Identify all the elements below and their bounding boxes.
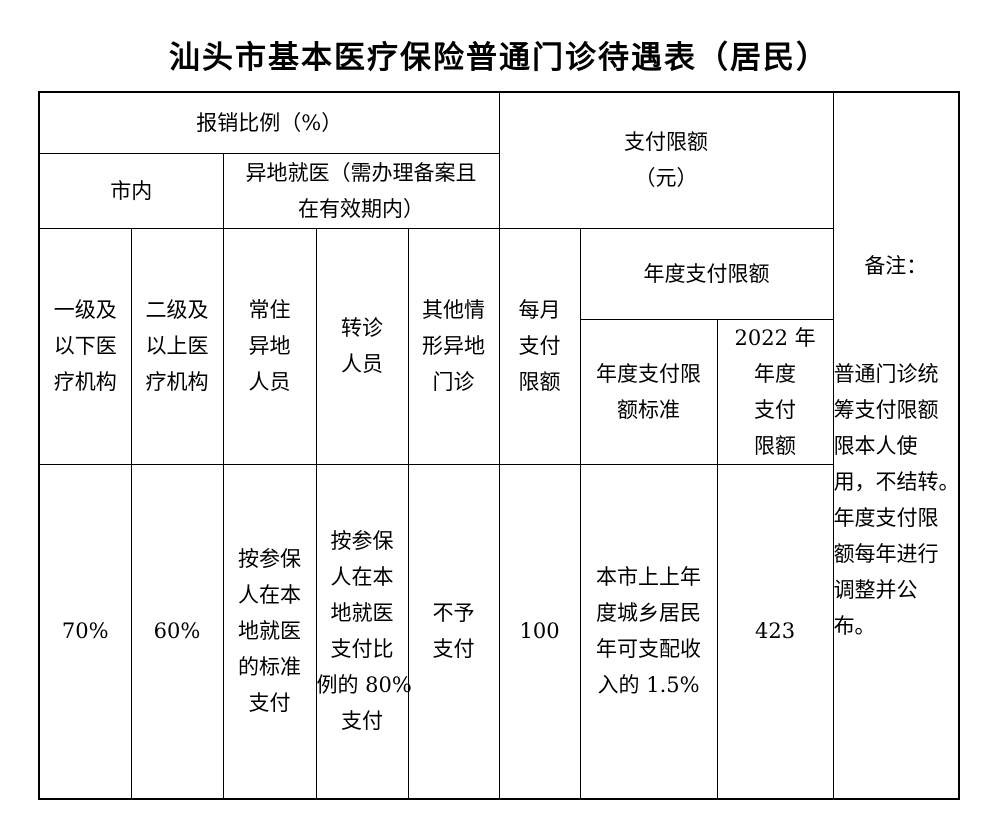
cell-other-cases-policy: 不予 支付 xyxy=(407,463,500,800)
header-level1-institution: 一级及 以下医 疗机构 xyxy=(38,227,132,465)
cell-level1-ratio: 70% xyxy=(38,463,132,800)
header-reimbursement-ratio: 报销比例（%） xyxy=(38,91,500,154)
cell-level2-ratio: 60% xyxy=(130,463,224,800)
header-other-cases: 其他情 形异地 门诊 xyxy=(407,227,500,465)
header-resident-out: 常住 异地 人员 xyxy=(222,227,317,465)
remark-cell: 备注： 普通门诊统 筹支付限额 限本人使 用，不结转。 年度支付限 额每年进行 … xyxy=(832,91,960,800)
header-level2-institution: 二级及 以上医 疗机构 xyxy=(130,227,224,465)
table-row-header-4: 年度支付限 额标准 2022 年 年度 支付 限额 xyxy=(39,318,959,465)
cell-annual-limit-2022-value: 423 xyxy=(716,463,834,800)
header-out-of-city: 异地就医（需办理备案且 在有效期内） xyxy=(222,152,500,229)
benefits-table: 报销比例（%） 支付限额 （元） 备注： 普通门诊统 筹支付限额 限本人使 用，… xyxy=(38,91,961,800)
header-annual-limit-standard: 年度支付限 额标准 xyxy=(579,318,718,465)
cell-resident-out-policy: 按参保 人在本 地就医 的标准 支付 xyxy=(222,463,317,800)
table-row-header-3: 一级及 以下医 疗机构 二级及 以上医 疗机构 常住 异地 人员 转诊 人员 其… xyxy=(38,227,959,465)
cell-monthly-limit-value: 100 xyxy=(498,463,581,800)
table-row-data: 70% 60% 按参保 人在本 地就医 的标准 支付 按参保 人在本 地就医 支… xyxy=(38,463,959,800)
remark-title: 备注： xyxy=(864,253,928,278)
header-city-inside: 市内 xyxy=(38,152,224,229)
table-row-header-2: 市内 异地就医（需办理备案且 在有效期内） xyxy=(38,152,959,229)
table-row-header-1: 报销比例（%） 支付限额 （元） 备注： 普通门诊统 筹支付限额 限本人使 用，… xyxy=(38,91,960,800)
remark-body: 普通门诊统 筹支付限额 限本人使 用，不结转。 年度支付限 额每年进行 调整并公… xyxy=(833,361,960,638)
page-title: 汕头市基本医疗保险普通门诊待遇表（居民） xyxy=(169,40,829,76)
header-annual-limit: 年度支付限额 xyxy=(579,227,834,320)
header-referral: 转诊 人员 xyxy=(315,227,409,465)
cell-annual-limit-standard-value: 本市上上年 度城乡居民 年可支配收 入的 1.5% xyxy=(579,463,718,800)
header-annual-limit-2022: 2022 年 年度 支付 限额 xyxy=(716,318,834,465)
cell-referral-policy: 按参保 人在本 地就医 支付比 例的 80% 支付 xyxy=(315,463,412,800)
header-payment-limit: 支付限额 （元） xyxy=(498,91,834,229)
header-monthly-limit: 每月 支付 限额 xyxy=(498,227,581,465)
